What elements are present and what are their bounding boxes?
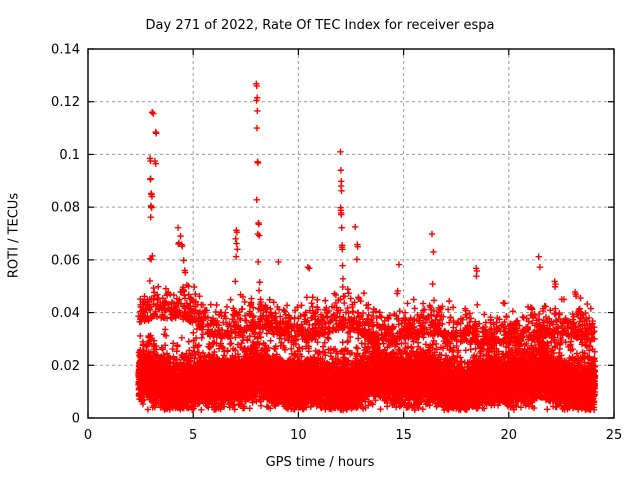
axis-tick-labels: 0 0.02 0.04 0.06 0.08 0.1 0.12 0.14 0 5 10 15 20 25 <box>51 43 622 444</box>
y-tick-label: 0.08 <box>51 201 80 216</box>
y-tick-label: 0.04 <box>51 306 80 321</box>
x-tick-label: 15 <box>395 428 412 443</box>
y-tick-label: 0.02 <box>51 359 80 374</box>
x-tick-label: 0 <box>84 428 92 443</box>
x-tick-label: 20 <box>501 428 518 443</box>
y-tick-label: 0.12 <box>51 95 80 110</box>
plot-frame <box>87 48 615 419</box>
chart-title: Day 271 of 2022, Rate Of TEC Index for r… <box>0 18 640 33</box>
y-tick-label: 0.06 <box>51 253 80 268</box>
y-tick-label: 0.14 <box>51 43 80 58</box>
x-tick-label: 10 <box>290 428 307 443</box>
x-tick-label: 5 <box>189 428 197 443</box>
x-tick-label: 25 <box>606 428 623 443</box>
data-points <box>135 80 599 414</box>
y-tick-label: 0 <box>72 412 80 427</box>
axis-ticks <box>87 48 615 419</box>
x-axis-label: GPS time / hours <box>0 455 640 470</box>
y-tick-label: 0.1 <box>59 148 80 163</box>
